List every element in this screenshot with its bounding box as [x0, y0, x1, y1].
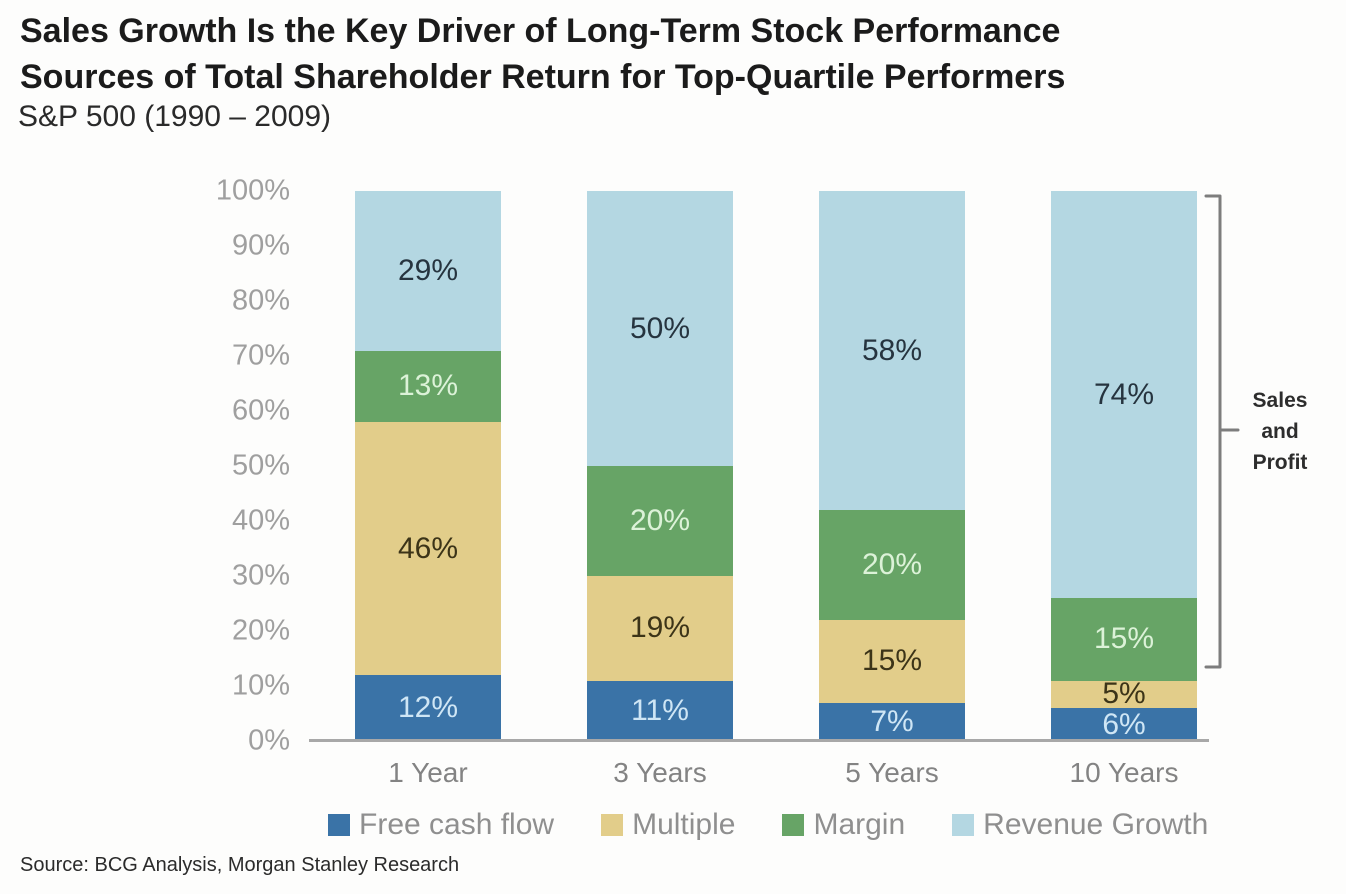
segment-value-label: 20%: [629, 504, 691, 537]
multiple-swatch-icon: [601, 814, 624, 836]
y-tick-20pct: 20%: [231, 614, 290, 647]
y-tick-90pct: 90%: [231, 229, 290, 262]
segment-value-label: 19%: [629, 611, 691, 645]
segment-value-label: 15%: [1093, 622, 1155, 656]
x-label-5-years: 5 Years: [845, 757, 939, 788]
legend-item-free-cash-flow: Free cash flow: [328, 808, 554, 842]
legend-item-revenue-growth: Revenue Growth: [952, 808, 1208, 842]
title-line-1: Sales Growth Is the Key Driver of Long-T…: [20, 12, 1061, 50]
sales-and-profit-bracket: [1204, 194, 1240, 669]
x-axis-line: [309, 739, 1209, 742]
source-note: Source: BCG Analysis, Morgan Stanley Res…: [20, 854, 460, 876]
y-tick-50pct: 50%: [231, 449, 290, 482]
segment-value-label: 5%: [1102, 677, 1146, 711]
bar-1-year-segment-free-cash-flow: 12%: [355, 675, 501, 741]
bar-10-years-segment-revenue-growth: 74%: [1051, 191, 1197, 598]
margin-swatch-icon: [782, 814, 805, 836]
bar-5-years-segment-free-cash-flow: 7%: [819, 702, 965, 741]
legend-label-revenue-growth: Revenue Growth: [983, 808, 1209, 841]
segment-value-label: 7%: [870, 704, 914, 738]
revenue-growth-swatch-icon: [952, 814, 975, 836]
bar-1-year-segment-margin: 13%: [355, 350, 501, 422]
segment-value-label: 58%: [861, 333, 923, 367]
bar-10-years-segment-multiple: 5%: [1051, 677, 1197, 711]
segment-value-label: 29%: [397, 253, 459, 287]
bar-3-years-segment-revenue-growth: 50%: [587, 191, 733, 466]
legend-item-multiple: Multiple: [601, 808, 735, 842]
title-line-2: Sources of Total Shareholder Return for …: [20, 58, 1066, 96]
x-label-1-year: 1 Year: [388, 757, 468, 788]
x-label-10-years: 10 Years: [1069, 757, 1179, 788]
segment-value-label: 50%: [629, 311, 691, 345]
bar-1-year-segment-multiple: 46%: [355, 422, 501, 675]
segment-value-label: 46%: [397, 531, 459, 565]
bar-3-years-segment-margin: 20%: [587, 466, 733, 576]
y-tick-80pct: 80%: [231, 284, 290, 317]
sales-and-profit-line3: Profit: [1252, 451, 1308, 474]
y-tick-30pct: 30%: [231, 559, 290, 592]
x-label-3-years: 3 Years: [613, 757, 707, 788]
y-tick-0pct: 0%: [248, 724, 290, 757]
y-tick-10pct: 10%: [231, 669, 290, 702]
y-tick-40pct: 40%: [231, 504, 290, 537]
legend-label-multiple: Multiple: [632, 808, 736, 841]
y-tick-100pct: 100%: [215, 174, 290, 207]
page-title: Sales Growth Is the Key Driver of Long-T…: [20, 8, 1065, 100]
segment-value-label: 74%: [1093, 377, 1155, 411]
bar-5-years-segment-margin: 20%: [819, 510, 965, 620]
bar-3-years-segment-multiple: 19%: [587, 576, 733, 681]
free-cash-flow-swatch-icon: [328, 814, 350, 836]
y-tick-70pct: 70%: [231, 339, 290, 372]
sales-and-profit-line1: Sales: [1252, 389, 1308, 412]
y-tick-60pct: 60%: [231, 394, 290, 427]
segment-value-label: 11%: [631, 693, 689, 727]
legend-item-margin: Margin: [782, 808, 905, 842]
segment-value-label: 6%: [1102, 707, 1146, 741]
bar-5-years-segment-multiple: 15%: [819, 620, 965, 703]
bar-10-years-segment-free-cash-flow: 6%: [1051, 708, 1197, 741]
segment-value-label: 12%: [397, 691, 459, 724]
legend-label-free-cash-flow: Free cash flow: [359, 808, 555, 841]
bar-10-years-segment-margin: 15%: [1051, 598, 1197, 681]
bar-1-year-segment-revenue-growth: 29%: [355, 191, 501, 351]
sales-and-profit-label: Sales and Profit: [1236, 385, 1324, 478]
legend-label-margin: Margin: [813, 808, 906, 841]
segment-value-label: 15%: [861, 644, 923, 678]
chart-subtitle: S&P 500 (1990 – 2009): [18, 100, 332, 133]
bar-5-years-segment-revenue-growth: 58%: [819, 191, 965, 510]
legend: Free cash flow Multiple Margin Revenue G…: [328, 808, 1208, 842]
sales-and-profit-line2: and: [1261, 420, 1299, 443]
segment-value-label: 13%: [397, 369, 459, 403]
bar-3-years-segment-free-cash-flow: 11%: [587, 680, 733, 741]
segment-value-label: 20%: [861, 548, 923, 581]
